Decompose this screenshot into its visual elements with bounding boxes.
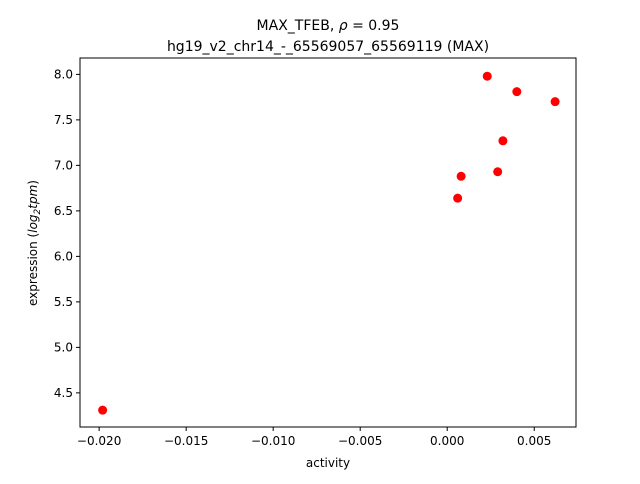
y-tick-label: 8.0 <box>54 67 73 81</box>
data-point <box>456 171 466 181</box>
y-axis-ticks: 4.5 5.0 5.5 6.0 6.5 7.0 7.5 8.0 <box>54 67 80 400</box>
y-tick-label: 7.0 <box>54 158 73 172</box>
y-tick-label: 6.0 <box>54 249 73 263</box>
chart-title: MAX_TFEB, ρ = 0.95 <box>257 18 400 34</box>
plot-frame <box>79 57 577 428</box>
x-tick-label: −0.005 <box>338 434 382 448</box>
y-tick-label: 6.5 <box>54 204 73 218</box>
x-axis-label: activity <box>306 456 350 470</box>
x-axis-ticks: −0.020 −0.015 −0.010 −0.005 0.000 0.005 <box>77 427 551 448</box>
data-point <box>493 167 503 177</box>
x-tick-label: −0.020 <box>77 434 121 448</box>
y-tick-label: 5.0 <box>54 340 73 354</box>
data-points <box>98 71 560 415</box>
data-point <box>453 193 463 203</box>
data-point <box>550 97 560 107</box>
y-tick-label: 4.5 <box>54 386 73 400</box>
data-point <box>498 136 508 146</box>
data-point <box>512 87 522 97</box>
data-point <box>482 71 492 81</box>
x-tick-label: −0.015 <box>164 434 208 448</box>
y-tick-label: 5.5 <box>54 295 73 309</box>
x-tick-label: 0.000 <box>430 434 464 448</box>
y-axis-label: expression (log2tpm) <box>26 180 43 306</box>
x-tick-label: −0.010 <box>251 434 295 448</box>
y-tick-label: 7.5 <box>54 113 73 127</box>
chart-subtitle: hg19_v2_chr14_-_65569057_65569119 (MAX) <box>167 39 489 55</box>
data-point <box>98 405 108 415</box>
x-tick-label: 0.005 <box>517 434 551 448</box>
